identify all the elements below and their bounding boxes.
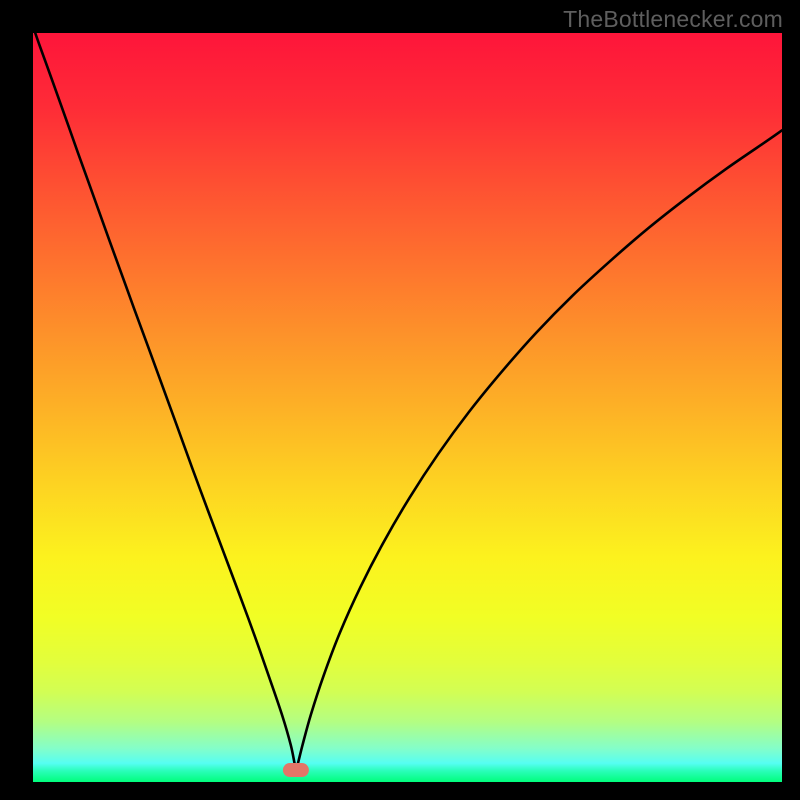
watermark-text: TheBottlenecker.com	[563, 6, 783, 33]
chart-container: TheBottlenecker.com	[0, 0, 800, 800]
plot-area	[33, 33, 782, 782]
